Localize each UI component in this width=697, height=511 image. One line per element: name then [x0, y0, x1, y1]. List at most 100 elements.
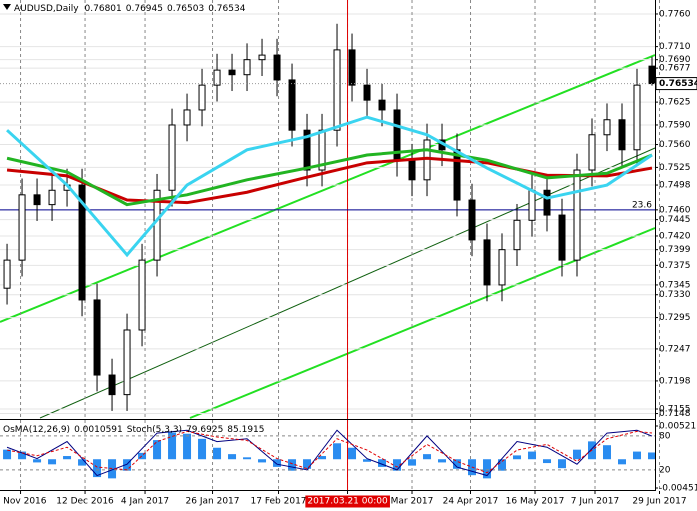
x-tick-label: 16 May 2017	[506, 497, 565, 507]
close: 0.76534	[208, 4, 245, 14]
candle-body	[618, 119, 626, 151]
y-tick-label: 0.7148	[659, 409, 691, 419]
y-tick-label: 0.7525	[659, 163, 691, 173]
x-tick-label: 7 Jun 2017	[571, 497, 619, 507]
osma-bar	[258, 459, 267, 463]
x-tick-label: 2017.03.21 00:00	[307, 497, 388, 507]
y-tick-label: 0.7198	[659, 376, 691, 386]
y-tick-label: 0.7677	[659, 64, 691, 74]
osma-bar	[123, 459, 132, 471]
y-tick-label: 0.7155	[659, 404, 691, 414]
osma-bar	[168, 432, 177, 460]
y-tick-label: 0.7625	[659, 98, 691, 108]
osma-bar	[513, 455, 522, 460]
low: 0.76503	[167, 4, 204, 14]
stoch-line	[6, 430, 653, 474]
y-tick-label: 0.7420	[659, 231, 691, 241]
osma-bar	[63, 456, 72, 460]
moving-average	[6, 115, 653, 258]
stoch-main: 79.6925	[186, 425, 223, 435]
high: 0.76945	[126, 4, 163, 14]
y-tick-label: 0.7295	[659, 313, 691, 323]
osma-title: OsMA(12,26,9)	[3, 425, 70, 435]
osma-bar	[33, 459, 42, 463]
osma-bar	[438, 459, 447, 463]
osma-bar	[333, 443, 342, 460]
y-tick-label: 0.7560	[659, 140, 691, 150]
candle-body	[303, 129, 311, 171]
x-tick-label: 29 Jun 2017	[632, 497, 686, 507]
candle-body	[168, 124, 176, 191]
osma-bar	[378, 459, 387, 467]
osma-tick-label: 0.005211	[659, 422, 697, 432]
x-tick-label: 4 Jan 2017	[121, 497, 169, 507]
osma-bar	[243, 457, 252, 460]
x-tick-label: 17 Feb 2017	[251, 497, 307, 507]
moving-average	[6, 148, 653, 207]
candle-body	[18, 194, 26, 261]
y-tick-label: 0.7247	[659, 344, 691, 354]
stoch-signal: 85.1915	[227, 425, 264, 435]
osma-bar	[573, 449, 582, 460]
open: 0.76801	[85, 4, 122, 14]
y-tick-label: 0.7498	[659, 181, 691, 191]
candle-body	[603, 119, 611, 136]
osma-bar	[618, 459, 627, 465]
x-tick-label: Mar 2017	[391, 497, 434, 507]
candle-body	[123, 329, 131, 396]
candle-body	[183, 109, 191, 126]
channel-upper	[0, 54, 656, 323]
candle-body	[258, 54, 266, 61]
candle-body	[573, 169, 581, 261]
osma-bar	[183, 433, 192, 460]
osma-bar	[363, 459, 372, 462]
y-tick-label: 0.7375	[659, 261, 691, 271]
candle-body	[273, 54, 281, 81]
candle-body	[78, 184, 86, 301]
osma-bar	[483, 459, 492, 479]
y-tick-label: 0.7460	[659, 205, 691, 215]
header: AUDUSD,Daily 0.76801 0.76945 0.76503 0.76534	[14, 4, 246, 14]
y-tick-label: 0.7590	[659, 120, 691, 130]
osma-bar	[453, 459, 462, 469]
candle-body	[363, 84, 371, 101]
y-tick-label: 0.7710	[659, 42, 691, 52]
y-tick-label: 0.7445	[659, 215, 691, 225]
candle-body	[93, 299, 101, 376]
osma-bar	[48, 459, 57, 465]
osma-bar	[318, 456, 327, 460]
y-tick-label: 0.7690	[659, 55, 691, 65]
osma-bar	[213, 447, 222, 460]
osma-bar	[558, 459, 567, 469]
osma-bar	[273, 459, 282, 467]
osma-value: 0.0010591	[74, 425, 123, 435]
menu-icon[interactable]	[3, 4, 11, 10]
y-tick-label: 0.7330	[659, 290, 691, 300]
osma-bar	[138, 452, 147, 460]
candle-body	[318, 129, 326, 171]
candle-body	[228, 69, 236, 76]
osma-bar	[408, 459, 417, 466]
candle-body	[543, 189, 551, 216]
price-label: 0.76534	[659, 79, 697, 89]
fib-label: 23.6	[632, 200, 652, 210]
candle-body	[648, 65, 656, 85]
stoch-tick-label: 80	[659, 431, 671, 441]
price-label-bg	[655, 77, 697, 91]
osma-bar	[393, 459, 402, 471]
osma-bar	[288, 459, 297, 471]
osma-bar	[528, 451, 537, 460]
symbol: AUDUSD,Daily	[14, 4, 79, 14]
candle-body	[408, 159, 416, 181]
osma-bar	[198, 438, 207, 460]
osma-bar	[498, 459, 507, 471]
candle-body	[243, 59, 251, 76]
x-tick-label: 24 Apr 2017	[443, 497, 499, 507]
osma-bar	[543, 459, 552, 464]
candle-body	[513, 219, 521, 251]
candle-body	[453, 149, 461, 201]
candle-body	[558, 214, 566, 261]
candle-body	[108, 374, 116, 396]
cursor-label-bg	[305, 495, 390, 508]
moving-average	[6, 156, 653, 205]
